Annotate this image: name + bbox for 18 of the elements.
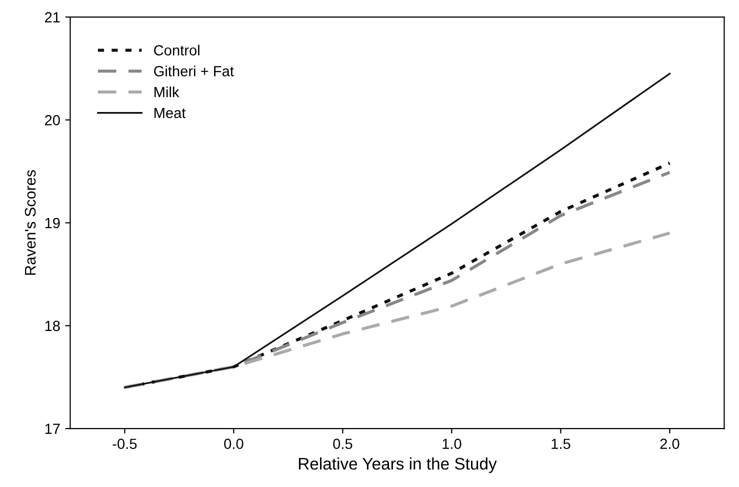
- x-tick-label: 2.0: [660, 438, 680, 449]
- y-tick-label: 17: [45, 424, 60, 434]
- legend-label: Githeri + Fat: [154, 66, 234, 76]
- y-axis-title: Raven's Scores: [24, 170, 36, 275]
- line-series: [123, 232, 672, 389]
- x-tick-label: 1.0: [442, 438, 462, 449]
- x-axis-title: Relative Years in the Study: [298, 457, 497, 473]
- legend-label: Milk: [154, 86, 180, 98]
- x-tick-label: 0.0: [224, 438, 244, 449]
- x-tick-label: -0.5: [112, 438, 137, 449]
- legend-label: Control: [154, 44, 200, 56]
- y-tick-label: 21: [44, 12, 60, 22]
- x-tick-label: 1.5: [552, 438, 570, 449]
- legend-label: Meat: [154, 108, 186, 118]
- y-tick-label: 18: [45, 320, 60, 332]
- x-tick-label: 0.5: [333, 438, 352, 449]
- y-tick-label: 20: [44, 115, 60, 126]
- y-tick-label: 19: [45, 218, 60, 228]
